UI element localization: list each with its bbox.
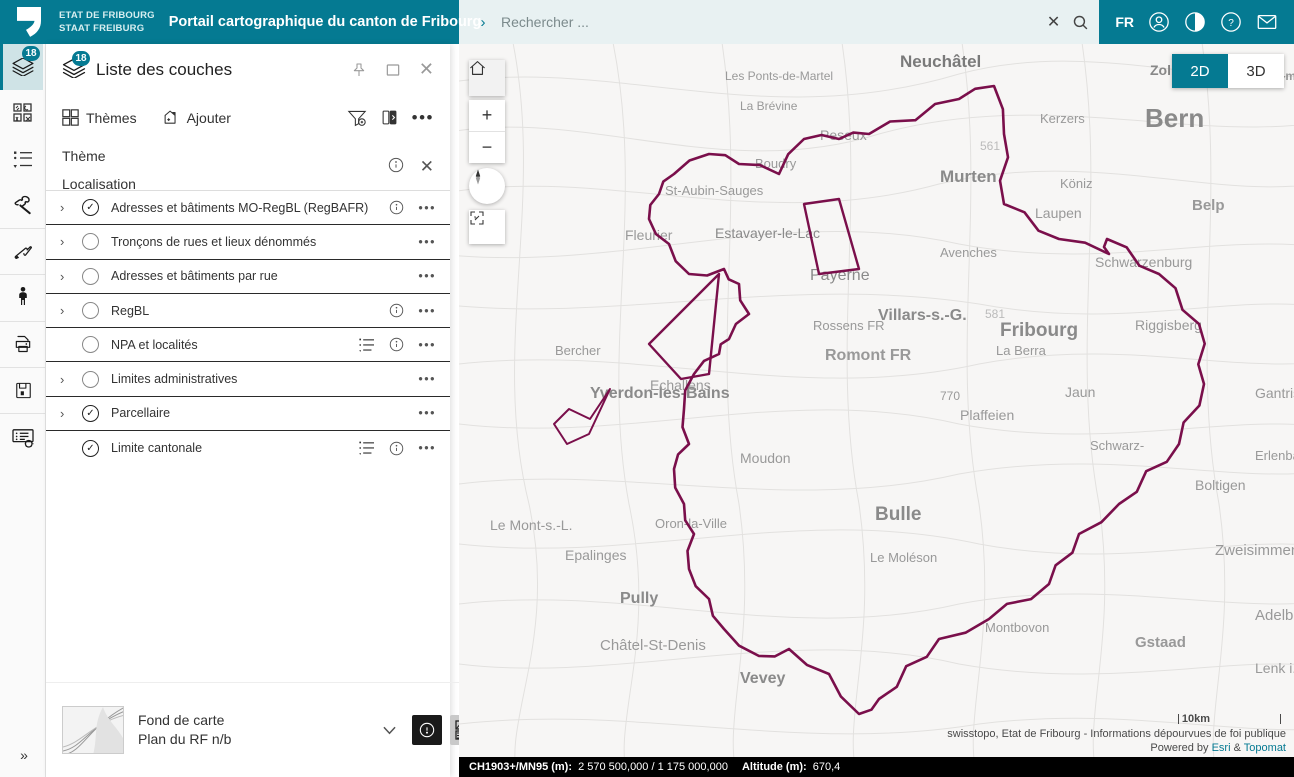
svg-text:561: 561 — [980, 139, 1000, 153]
svg-text:Romont FR: Romont FR — [825, 347, 912, 364]
svg-text:St-Aubin-Sauges: St-Aubin-Sauges — [665, 183, 764, 198]
svg-text:Bercher: Bercher — [555, 343, 601, 358]
svg-text:Murten: Murten — [940, 167, 997, 186]
svg-text:Gstaad: Gstaad — [1135, 634, 1186, 651]
svg-text:Châtel-St-Denis: Châtel-St-Denis — [600, 637, 706, 654]
svg-text:Belp: Belp — [1192, 197, 1225, 214]
svg-text:Erlenbach i. S.: Erlenbach i. S. — [1255, 448, 1294, 463]
svg-text:Jaun: Jaun — [1065, 384, 1095, 400]
svg-text:Neuchâtel: Neuchâtel — [900, 52, 981, 71]
svg-text:Pully: Pully — [620, 590, 658, 607]
svg-text:Estavayer-le-Lac: Estavayer-le-Lac — [715, 225, 820, 241]
svg-text:Kerzers: Kerzers — [1040, 111, 1085, 126]
svg-text:Epalinges: Epalinges — [565, 547, 627, 563]
svg-text:Zweisimmen: Zweisimmen — [1215, 542, 1294, 559]
svg-text:Bulle: Bulle — [875, 504, 921, 525]
svg-text:Le Mont-s.-L.: Le Mont-s.-L. — [490, 517, 572, 533]
svg-text:Plaffeien: Plaffeien — [960, 407, 1014, 423]
svg-text:La Berra: La Berra — [996, 343, 1047, 358]
svg-text:Moudon: Moudon — [740, 450, 791, 466]
svg-text:581: 581 — [985, 307, 1005, 321]
svg-text:Bern: Bern — [1145, 103, 1204, 133]
svg-text:770: 770 — [940, 389, 960, 403]
svg-text:Avenches: Avenches — [940, 245, 997, 260]
svg-text:Gantrisch: Gantrisch — [1255, 385, 1294, 401]
svg-text:Köniz: Köniz — [1060, 176, 1093, 191]
svg-text:Villars-s.-G.: Villars-s.-G. — [878, 307, 967, 324]
svg-text:Les Ponts-de-Martel: Les Ponts-de-Martel — [725, 69, 833, 83]
svg-text:La Brévine: La Brévine — [740, 99, 798, 113]
svg-text:Boudry: Boudry — [755, 156, 797, 171]
svg-text:Schwarz-: Schwarz- — [1090, 438, 1144, 453]
svg-text:Lenk i. S.: Lenk i. S. — [1255, 660, 1294, 676]
svg-text:Montbovon: Montbovon — [985, 620, 1049, 635]
svg-text:Adelboden: Adelboden — [1255, 607, 1294, 624]
svg-text:Boltigen: Boltigen — [1195, 477, 1246, 493]
svg-text:Rossens FR: Rossens FR — [813, 318, 885, 333]
svg-text:Le Moléson: Le Moléson — [870, 550, 937, 565]
svg-text:Vevey: Vevey — [740, 670, 785, 687]
svg-text:Laupen: Laupen — [1035, 205, 1082, 221]
svg-text:Fribourg: Fribourg — [1000, 320, 1078, 341]
svg-text:?: ? — [1228, 18, 1234, 29]
